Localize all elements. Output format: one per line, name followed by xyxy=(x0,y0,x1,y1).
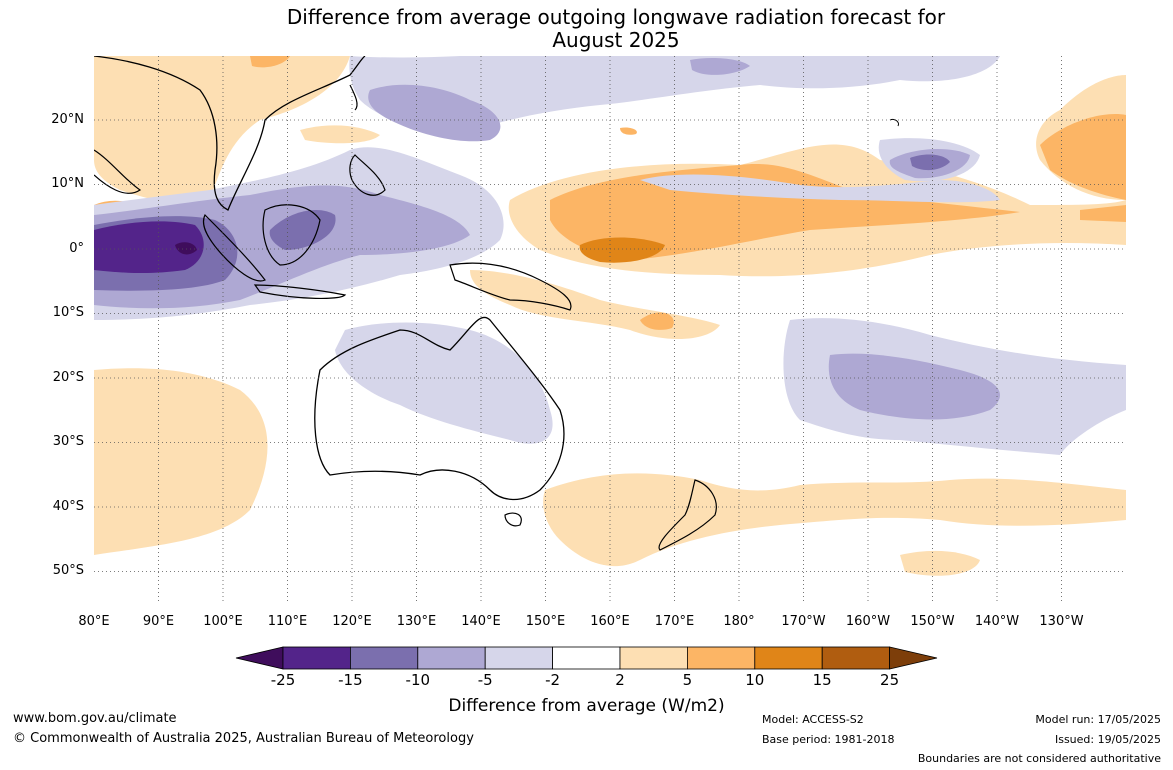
model-run-date: Model run: 17/05/2025 xyxy=(1035,713,1161,726)
colorbar-tick-label: -5 xyxy=(477,671,493,689)
india-coastline xyxy=(94,149,142,194)
se-asia-positive xyxy=(94,56,350,205)
colorbar-tick-label: 2 xyxy=(615,671,625,689)
tasmania-coastline xyxy=(504,512,522,527)
colorbar-segment xyxy=(282,646,351,670)
hawaii-strong-negative xyxy=(910,154,950,171)
colorbar-tick-label: 10 xyxy=(745,671,765,689)
lat-label: 20°S xyxy=(52,370,84,385)
sw-pacific-moderate-positive xyxy=(640,312,674,330)
lon-label: 170°W xyxy=(781,614,826,629)
new-zealand-coastline xyxy=(658,479,717,551)
lon-label: 140°W xyxy=(974,614,1020,629)
gridlines xyxy=(94,56,1126,604)
ne-pacific-moderate-positive xyxy=(1040,114,1126,200)
asia-coastline xyxy=(94,56,366,211)
lon-label: 160°W xyxy=(845,614,891,629)
colorbar-tick-label: 5 xyxy=(682,671,693,689)
indian-ocean-extreme-negative xyxy=(175,242,197,255)
philippines-coastline xyxy=(349,154,386,196)
website-link[interactable]: www.bom.gov.au/climate xyxy=(13,711,177,726)
sumatra-coastline xyxy=(202,213,266,282)
colorbar-segment xyxy=(484,646,554,670)
lon-label: 100°E xyxy=(203,614,243,629)
indian-ocean-positive xyxy=(94,368,268,555)
taiwan-coastline xyxy=(349,84,358,111)
philippine-sea-moderate-negative xyxy=(368,84,501,142)
colorbar-segment xyxy=(552,646,621,670)
lon-label: 110°E xyxy=(267,614,308,629)
colorbar-segment xyxy=(687,646,756,670)
colorbar-segment xyxy=(754,646,823,670)
south-pacific-moderate-negative xyxy=(828,353,1000,420)
colorbar-tick-label: 15 xyxy=(812,671,832,689)
colorbar-arrow-right xyxy=(889,646,938,670)
lat-label: 10°N xyxy=(51,176,84,191)
colorbar-segment xyxy=(619,646,688,670)
copyright-notice: © Commonwealth of Australia 2025, Austra… xyxy=(13,731,474,746)
colorbar-tick-label: -10 xyxy=(405,671,431,689)
hawaii-coastline xyxy=(889,119,899,127)
java-coastline xyxy=(253,284,347,300)
lon-label: 150°E xyxy=(525,614,566,629)
map-title-line2: August 2025 xyxy=(552,28,680,52)
north-pacific-small-negative xyxy=(690,58,750,75)
lon-label: 90°E xyxy=(142,614,175,629)
scs-positive-patch xyxy=(300,125,380,144)
lon-label: 170°E xyxy=(654,614,695,629)
colorbar-segment xyxy=(821,646,891,670)
lat-label: 50°S xyxy=(52,563,84,578)
colorbar-segment xyxy=(417,646,486,670)
colorbar xyxy=(235,646,938,670)
base-period: Base period: 1981-2018 xyxy=(762,733,895,746)
lon-label: 150°W xyxy=(910,614,955,629)
lon-label: 180° xyxy=(723,614,755,629)
southern-positive-band xyxy=(543,473,1126,567)
australia-negative xyxy=(335,322,553,444)
nw-pacific-small-positive xyxy=(620,127,637,135)
colorbar-tick-label: -25 xyxy=(270,671,296,689)
south-pacific-positive-patch xyxy=(900,550,980,576)
lon-label: 80°E xyxy=(78,614,110,629)
north-pacific-negative-band xyxy=(640,174,1000,203)
new-guinea-coastline xyxy=(449,262,572,311)
boundaries-disclaimer: Boundaries are not considered authoritat… xyxy=(917,752,1161,765)
central-pacific-strong-positive xyxy=(579,237,665,263)
australia-coastline xyxy=(314,316,565,501)
china-small-positive xyxy=(250,56,290,68)
colorbar-tick-label: 25 xyxy=(880,671,900,689)
east-pacific-moderate-positive xyxy=(1080,205,1126,222)
indian-ocean-very-strong-negative xyxy=(94,221,204,274)
nw-pacific-negative xyxy=(349,56,1000,135)
colorbar-arrow-left xyxy=(235,646,284,670)
lat-label: 0° xyxy=(69,241,84,256)
colorbar-tick-label: -15 xyxy=(338,671,363,689)
lat-label: 20°N xyxy=(51,112,84,127)
lat-label: 30°S xyxy=(52,434,84,449)
borneo-strong-negative xyxy=(269,210,336,250)
lon-label: 160°E xyxy=(590,614,630,629)
anomaly-contours xyxy=(94,56,1126,604)
lon-label: 120°E xyxy=(332,614,372,629)
colorbar-tick-label: -2 xyxy=(545,671,561,689)
lon-label: 130°W xyxy=(1039,614,1084,629)
map-title-line1: Difference from average outgoing longwav… xyxy=(286,5,946,29)
issued-date: Issued: 19/05/2025 xyxy=(1054,733,1161,746)
model-name: Model: ACCESS-S2 xyxy=(762,713,864,726)
colorbar-title: Difference from average (W/m2) xyxy=(448,696,725,716)
lon-label: 140°E xyxy=(461,614,501,629)
borneo-coastline xyxy=(262,204,321,266)
lon-label: 130°E xyxy=(396,614,437,629)
lat-label: 40°S xyxy=(52,499,84,514)
lat-label: 10°S xyxy=(52,305,84,320)
colorbar-segment xyxy=(349,646,419,670)
